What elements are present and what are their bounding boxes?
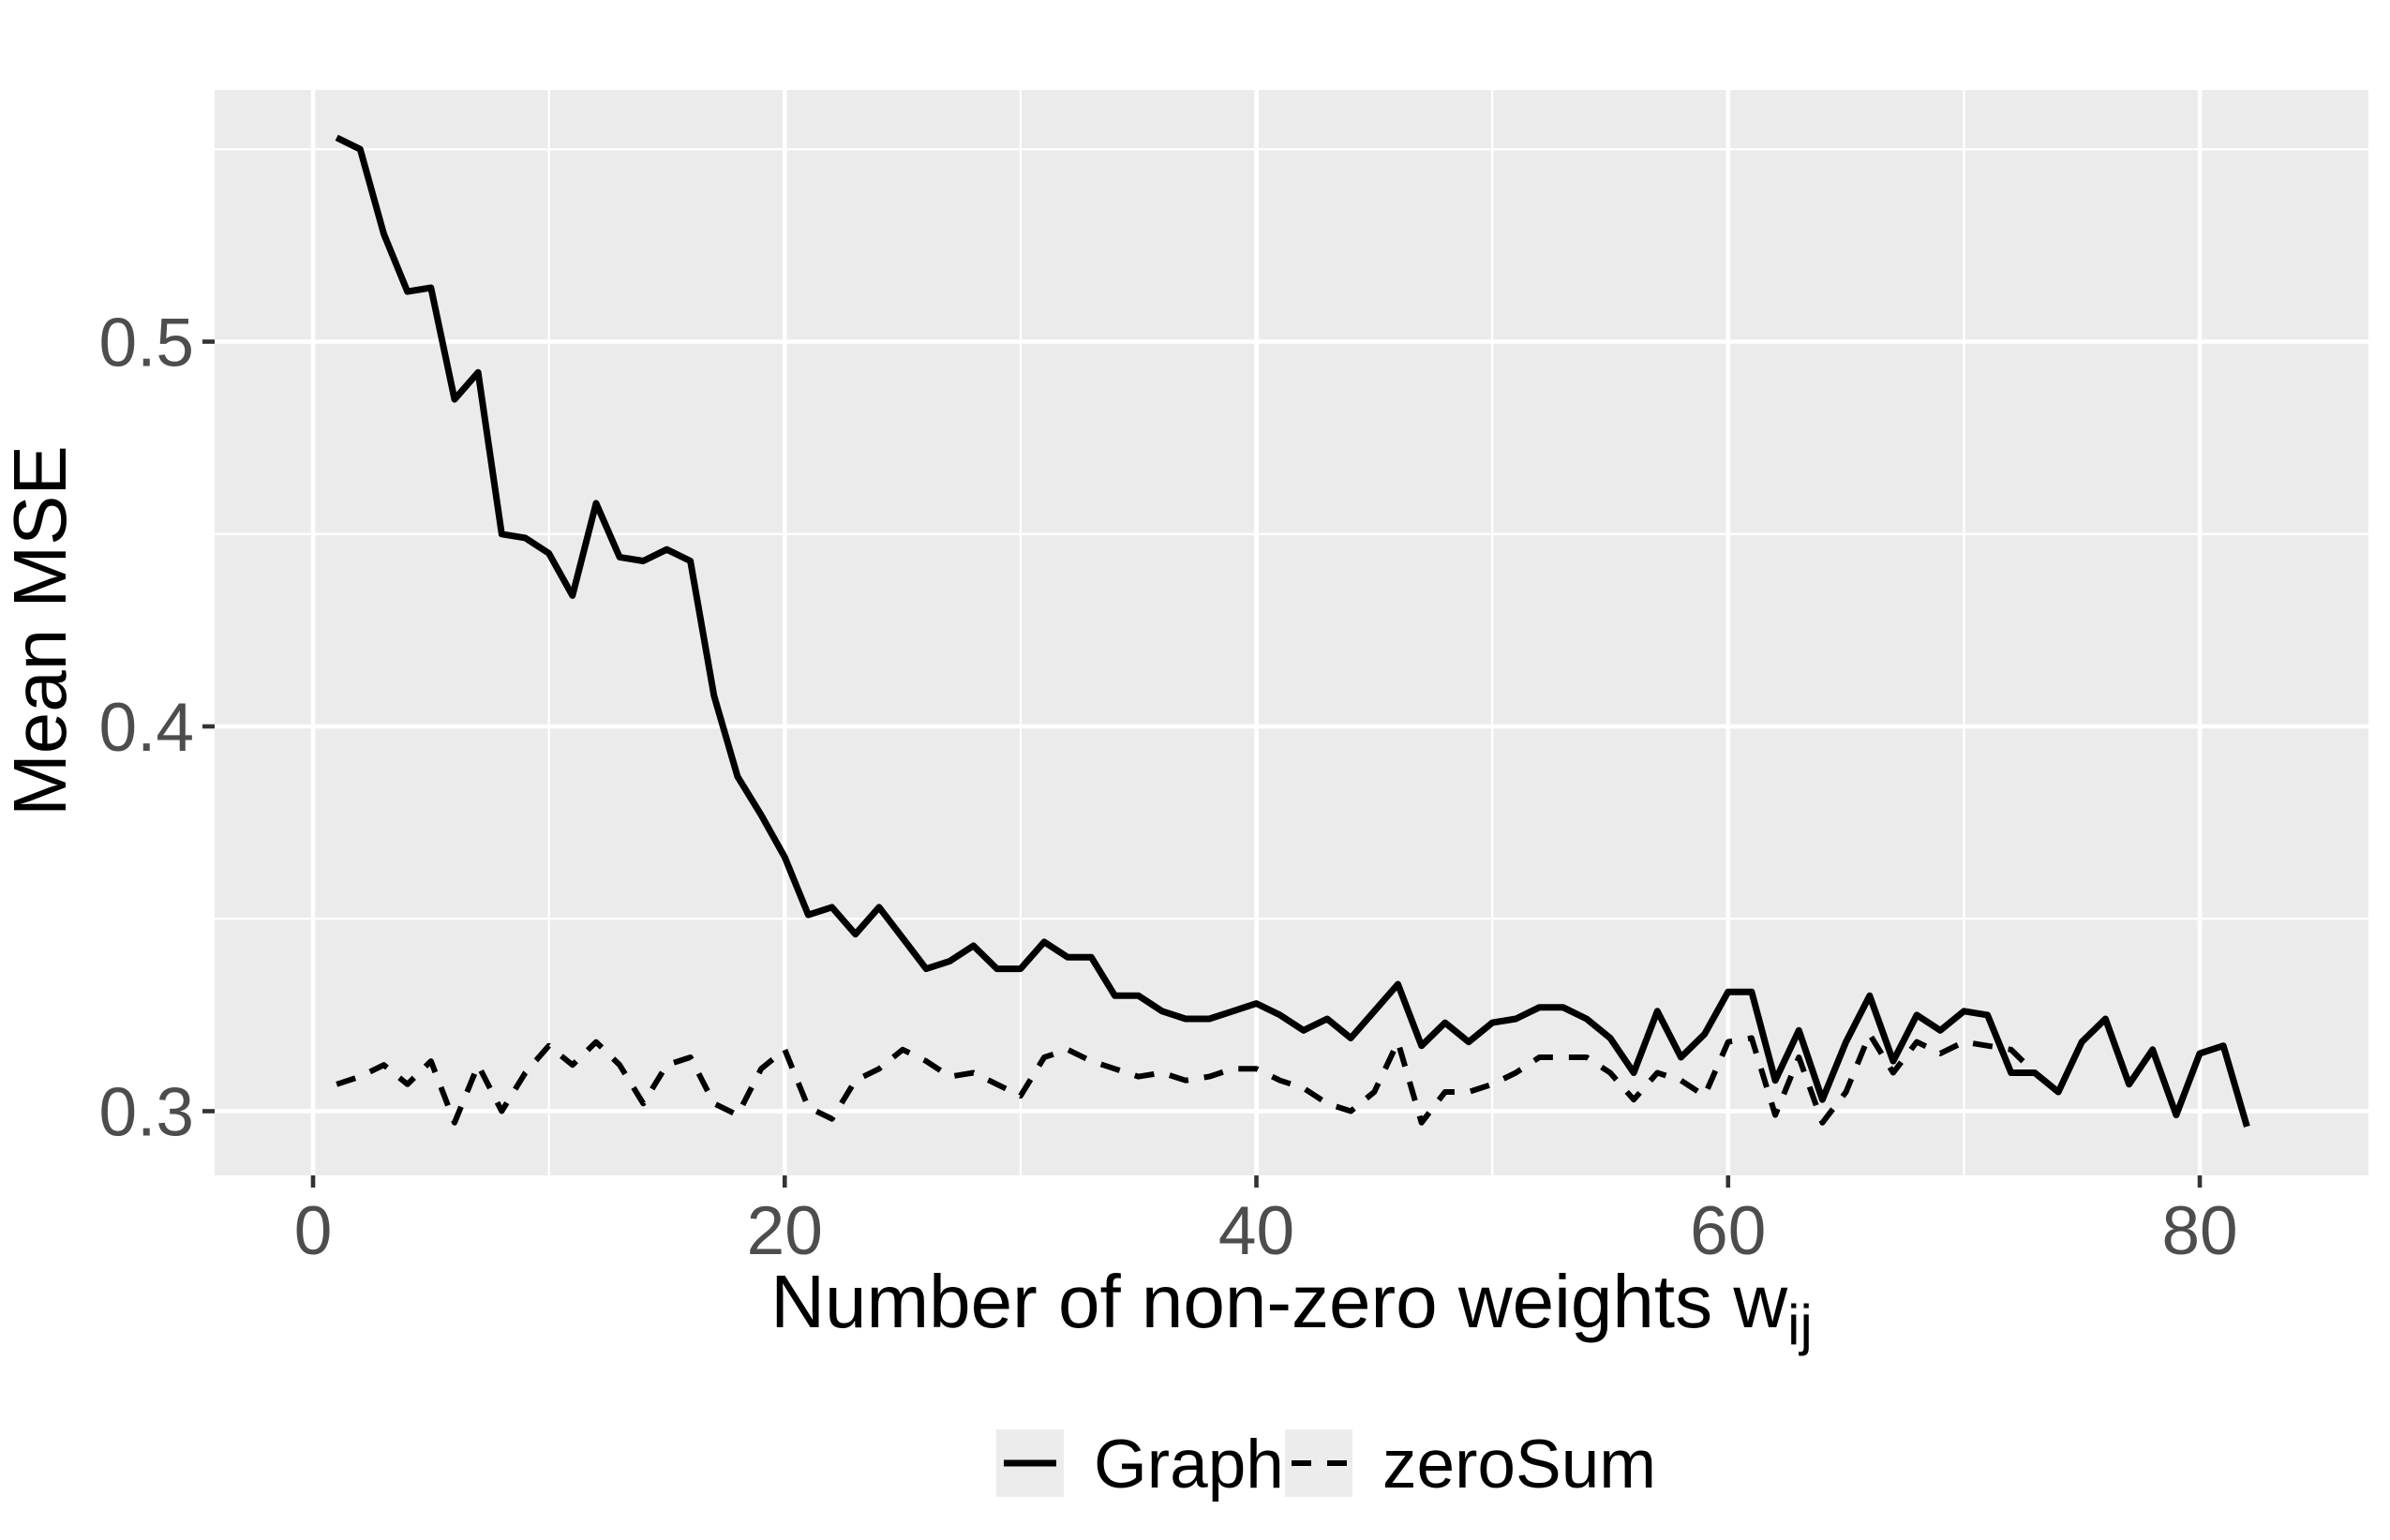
legend: Graph zeroSum (996, 1427, 1656, 1503)
y-tick-label: 0.3 (99, 1075, 194, 1151)
data-series (335, 134, 2250, 1128)
y-axis-title: Mean MSE (0, 445, 82, 816)
x-axis-title-main: Number of non-zero weights w (770, 1260, 1787, 1343)
x-axis-title: Number of non-zero weights wij (770, 1260, 1813, 1356)
y-tick-label: 0.4 (99, 690, 194, 766)
plot-panel (215, 90, 2368, 1175)
legend-label-graph: Graph (1094, 1427, 1284, 1503)
series-line-zerosum (336, 1031, 2037, 1126)
minor-gridlines (215, 90, 2368, 1175)
x-axis-title-subscript: ij (1787, 1293, 1813, 1356)
x-tick-label: 20 (747, 1193, 823, 1269)
x-tick-label: 60 (1690, 1193, 1766, 1269)
legend-item-zerosum: zeroSum (1285, 1427, 1656, 1503)
y-tick-label: 0.5 (99, 306, 194, 381)
x-tick-label: 40 (1218, 1193, 1294, 1269)
series-line-graph (335, 134, 2250, 1128)
legend-item-graph: Graph (996, 1427, 1284, 1503)
axis-tick-marks (202, 339, 2203, 1188)
major-gridlines (215, 90, 2368, 1175)
legend-label-zerosum: zeroSum (1382, 1427, 1656, 1503)
x-tick-label: 80 (2161, 1193, 2237, 1269)
axis-tick-labels: 0 20 40 60 80 0.3 0.4 0.5 (99, 306, 2238, 1270)
x-tick-label: 0 (294, 1193, 333, 1269)
